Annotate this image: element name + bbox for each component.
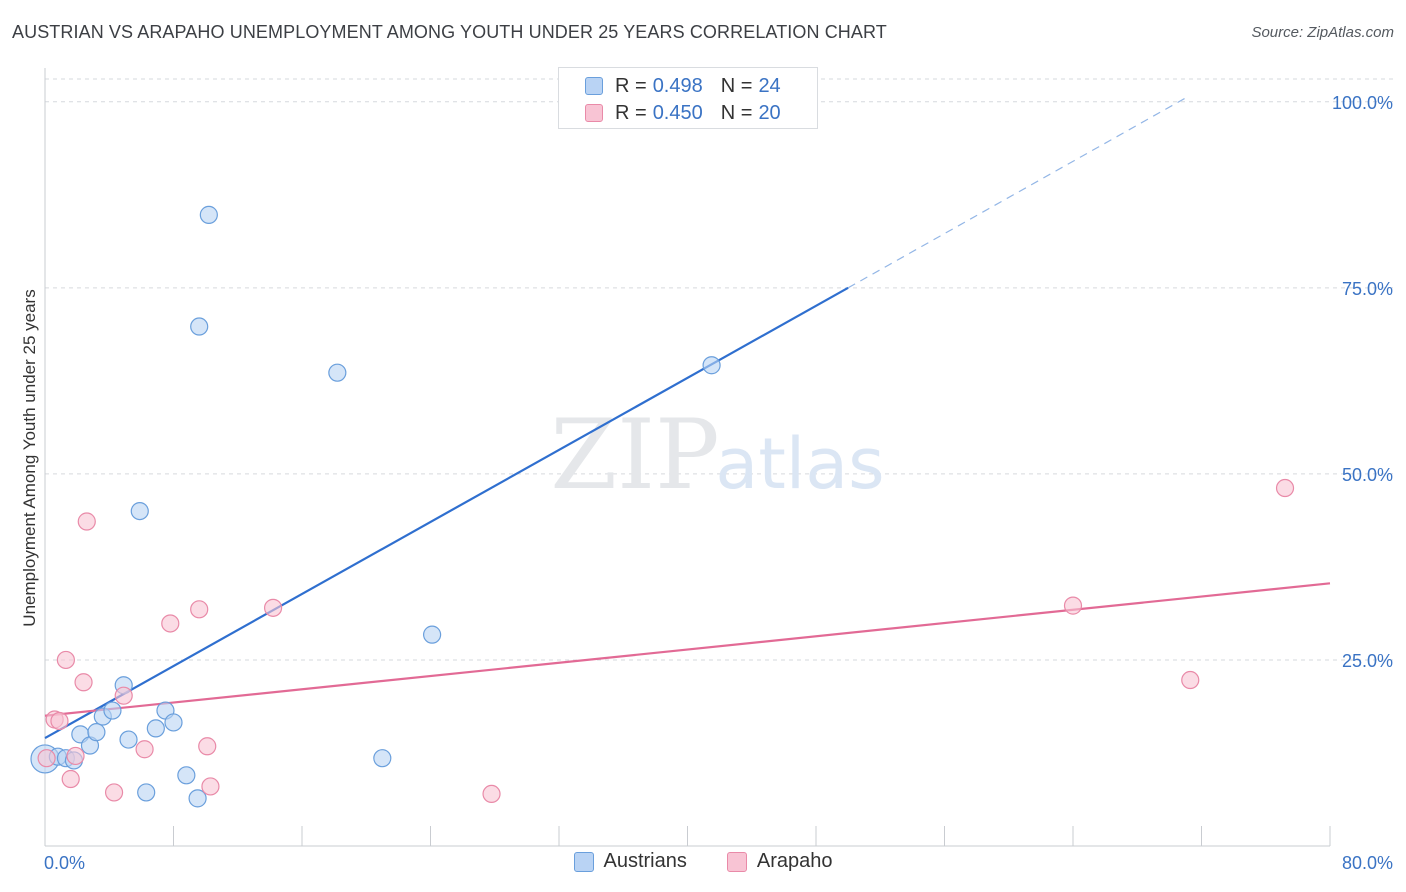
arapaho-point — [201, 777, 220, 796]
legend-item-arapaho[interactable]: Arapaho — [726, 850, 833, 873]
source-label: Source: ZipAtlas.com — [1251, 24, 1394, 41]
arapaho-point — [190, 600, 209, 619]
y-tick-label: 100.0% — [1332, 93, 1393, 113]
arapaho-point — [66, 746, 85, 766]
austrians-point — [146, 719, 165, 738]
stats-row-austrians: R = 0.498 N = 24 — [585, 74, 781, 98]
austrians-legend-label: Austrians — [603, 850, 687, 872]
austrians-point — [103, 701, 122, 720]
arapaho-point — [61, 769, 80, 789]
arapaho-point — [1181, 670, 1200, 690]
arapaho-point — [198, 737, 217, 756]
austrians-point — [423, 625, 442, 644]
y-tick-label: 25.0% — [1342, 651, 1393, 671]
n-value: 24 — [758, 74, 781, 97]
legend-item-austrians[interactable]: Austrians — [573, 850, 687, 873]
austrians-legend-swatch — [573, 851, 594, 872]
arapaho-point — [263, 598, 283, 617]
arapaho-legend-swatch — [726, 851, 747, 872]
austrians-swatch — [585, 77, 603, 95]
arapaho-swatch — [585, 104, 603, 122]
austrians-point — [177, 766, 196, 785]
n-value: 20 — [758, 101, 781, 124]
stats-row-arapaho: R = 0.450 N = 20 — [585, 101, 781, 125]
austrians-point — [702, 356, 721, 375]
austrians-point — [119, 730, 138, 749]
chart-title: AUSTRIAN VS ARAPAHO UNEMPLOYMENT AMONG Y… — [12, 22, 887, 42]
austrians-point — [199, 205, 218, 224]
arapaho-point — [77, 512, 96, 531]
arapaho-point — [135, 740, 154, 759]
r-value: 0.498 — [652, 74, 703, 97]
austrians-point — [190, 317, 209, 336]
austrians-point — [137, 783, 156, 802]
watermark: ZIP atlas — [550, 399, 884, 511]
r-label: R = — [615, 74, 647, 97]
y-tick-label: 50.0% — [1342, 465, 1393, 485]
axes — [44, 68, 1331, 847]
arapaho-point — [74, 673, 93, 692]
gridlines — [45, 78, 1395, 661]
austrians-point — [164, 713, 183, 732]
arapaho-point — [114, 686, 133, 705]
arapaho-point — [104, 783, 124, 802]
arapaho-point — [56, 650, 75, 670]
arapaho-point — [37, 749, 56, 768]
austrians-point — [373, 749, 392, 768]
watermark-zip: ZIP — [550, 399, 719, 511]
y-axis-label: Unemployment Among Youth under 25 years — [20, 289, 39, 627]
r-value: 0.450 — [652, 101, 703, 124]
tick-labels: 25.0% 50.0% 75.0% 100.0% 0.0% 80.0% — [44, 93, 1393, 873]
n-label: N = — [720, 101, 753, 124]
arapaho-point — [482, 784, 501, 804]
watermark-atlas: atlas — [715, 423, 884, 505]
arapaho-point — [1063, 596, 1083, 615]
x-tick-label-max: 80.0% — [1342, 853, 1393, 873]
r-label: R = — [615, 101, 647, 124]
austrians-trend-extension — [847, 97, 1186, 289]
y-tick-label: 75.0% — [1342, 279, 1393, 299]
arapaho-point — [161, 614, 180, 633]
data-points — [30, 205, 1295, 808]
arapaho-trend-line — [44, 582, 1331, 717]
arapaho-legend-label: Arapaho — [756, 850, 833, 872]
arapaho-point — [50, 711, 69, 731]
austrians-point — [130, 501, 149, 521]
austrians-point — [328, 363, 347, 382]
stats-legend: R = 0.498 N = 24 R = 0.450 N = 20 — [558, 67, 818, 129]
austrians-point — [188, 789, 207, 808]
series-legend: Austrians Arapaho — [0, 850, 1406, 873]
austrians-trend-line — [44, 286, 849, 740]
x-tick-label-min: 0.0% — [44, 853, 85, 873]
austrians-point — [87, 723, 106, 742]
arapaho-point — [1275, 478, 1295, 498]
n-label: N = — [720, 74, 753, 97]
